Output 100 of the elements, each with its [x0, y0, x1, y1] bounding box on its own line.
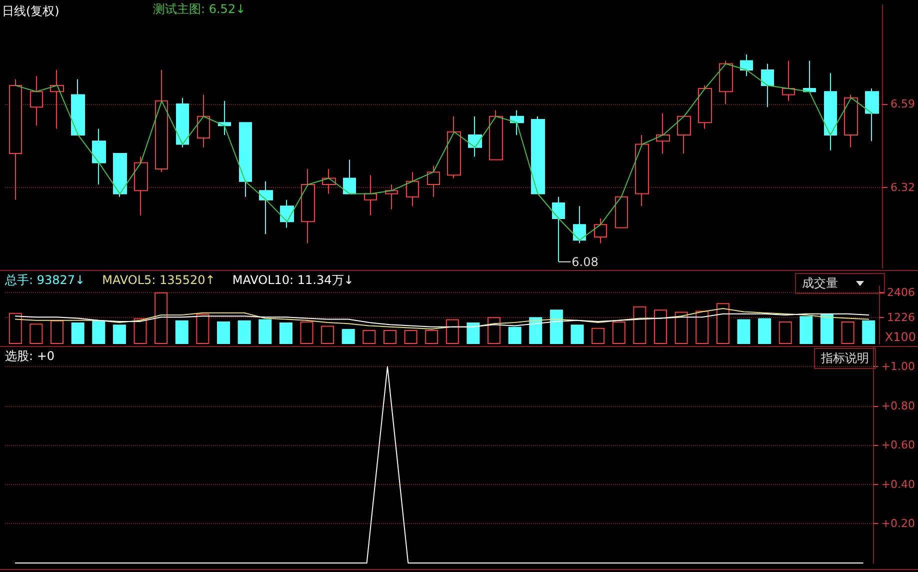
- text: MAVOL5: 135520↑: [102, 273, 216, 287]
- text: 测试主图: 6.52↓: [153, 2, 246, 16]
- bar: [258, 319, 272, 344]
- bar: [238, 320, 251, 344]
- candlestick: [406, 172, 419, 207]
- bar: [8, 312, 22, 344]
- candlestick: [301, 168, 315, 244]
- candlestick: [427, 165, 440, 198]
- candlestick: [531, 116, 545, 194]
- bar: [529, 317, 542, 344]
- bar: [800, 316, 813, 344]
- bar: [570, 324, 584, 344]
- candlestick: [113, 153, 127, 198]
- candlestick: [824, 72, 837, 151]
- bar: [466, 322, 480, 344]
- line-series: [14, 63, 873, 241]
- y-tick-label: +0.60: [881, 438, 916, 452]
- candlestick: [218, 100, 231, 136]
- bar: [737, 319, 750, 344]
- bar: [71, 322, 84, 344]
- candlestick: [615, 196, 628, 228]
- candlestick: [719, 60, 733, 105]
- bar: [321, 326, 334, 344]
- bar: [696, 310, 709, 344]
- dropdown-box: 成交量: [795, 273, 885, 294]
- bar: [134, 318, 147, 344]
- bar: [674, 312, 688, 344]
- bar: [592, 328, 605, 344]
- y-tick-label: +0.80: [881, 399, 916, 412]
- candlestick: [197, 94, 210, 148]
- bar: [92, 320, 106, 344]
- candlestick: [71, 78, 85, 136]
- candlestick: [447, 116, 461, 179]
- bar: [175, 320, 188, 344]
- candlestick: [176, 97, 189, 148]
- y-tick-label: 6.32: [890, 181, 916, 194]
- candlestick: [635, 134, 649, 207]
- candlestick: [740, 54, 753, 77]
- y-tick-label: 6.59: [890, 98, 916, 111]
- y-tick-label: +0.20: [881, 517, 916, 530]
- candlestick: [259, 180, 273, 234]
- candlestick: [155, 69, 168, 173]
- bar: [820, 314, 834, 344]
- bar: [758, 318, 772, 344]
- button-box: 指标说明: [814, 348, 876, 369]
- annotation: 成交量: [802, 276, 838, 290]
- candlestick: [50, 69, 64, 130]
- candlestick: [239, 122, 252, 198]
- bar: [154, 292, 168, 344]
- candlestick: [385, 184, 398, 210]
- text: 选股: +0: [5, 349, 55, 363]
- bar: [383, 330, 396, 344]
- bar: [342, 328, 355, 344]
- bar: [488, 317, 501, 344]
- bar: [362, 330, 376, 344]
- bar: [279, 322, 292, 344]
- bar: [841, 321, 854, 344]
- candlestick: [343, 159, 356, 194]
- candlestick: [803, 60, 816, 92]
- candlestick: [761, 63, 774, 108]
- text: 总手: 93827↓: [4, 273, 86, 287]
- bar: [654, 310, 668, 344]
- candlestick: [134, 156, 148, 216]
- candlestick: [9, 78, 22, 200]
- bar: [612, 321, 626, 344]
- text: MAVOL10: 11.34万↓: [232, 273, 354, 287]
- candlestick: [865, 88, 879, 142]
- candlestick: [677, 116, 691, 154]
- bar: [446, 319, 459, 344]
- bar: [425, 330, 438, 344]
- candlestick: [573, 206, 586, 244]
- bar: [508, 326, 522, 344]
- y-tick-label: 1226: [887, 311, 916, 324]
- bar: [633, 306, 646, 344]
- candlestick: [30, 76, 43, 126]
- annotation: 6.08: [572, 254, 598, 269]
- y-tick-label: +0.40: [881, 478, 916, 491]
- bar: [862, 320, 876, 344]
- bar: [300, 321, 314, 344]
- candlestick: [364, 174, 377, 216]
- bar: [716, 303, 730, 344]
- candlestick: [92, 128, 106, 185]
- bar: [550, 310, 563, 344]
- candlestick: [656, 112, 670, 154]
- candlestick: [698, 84, 712, 130]
- candlestick: [489, 110, 503, 160]
- line-series: [14, 313, 870, 328]
- annotation: 指标说明: [821, 351, 869, 365]
- candlestick: [510, 110, 524, 136]
- bar: [778, 321, 792, 344]
- y-tick-label: +1.00: [881, 360, 916, 374]
- candlestick: [782, 60, 795, 102]
- bar: [112, 324, 126, 344]
- y-tick-label: 2406: [887, 286, 916, 299]
- text: X100: [884, 330, 916, 344]
- candlestick: [844, 94, 858, 148]
- bar: [217, 321, 230, 344]
- bar: [50, 320, 64, 344]
- annotation: 日线(复权): [2, 4, 60, 18]
- candlestick: [594, 218, 607, 244]
